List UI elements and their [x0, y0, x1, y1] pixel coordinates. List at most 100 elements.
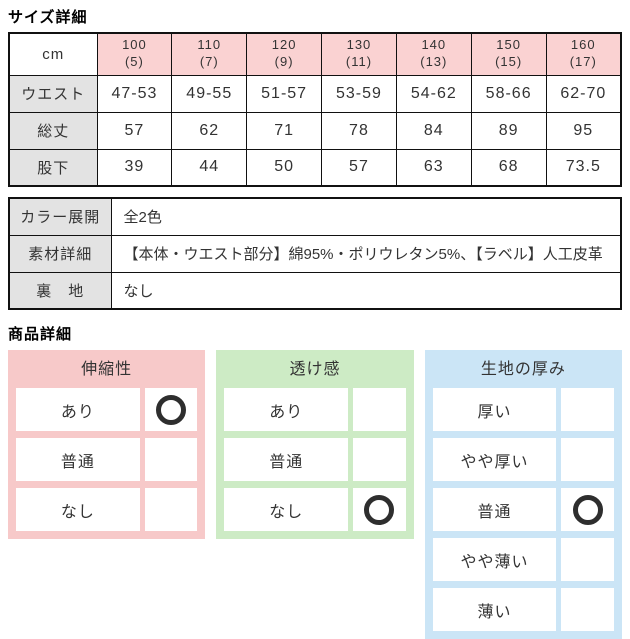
size-col-sub: (7) — [199, 54, 219, 70]
size-cell: 54-62 — [395, 74, 472, 113]
size-col-sub: (11) — [345, 54, 373, 70]
size-col-header: 160 (17) — [545, 32, 622, 76]
mini-table-thickness: 生地の厚み 厚い やや厚い 普通 やや薄い 薄い — [424, 350, 622, 639]
size-col-sub: (17) — [569, 54, 597, 70]
mini-row-value — [144, 438, 198, 481]
detail-row-value: 全2色 — [110, 197, 622, 236]
size-table-row: ウエスト 47-53 49-55 51-57 53-59 54-62 58-66 62-70 — [8, 74, 622, 113]
mini-table-stretch: 伸縮性あり普通なし — [8, 350, 206, 539]
mini-row-value — [561, 588, 614, 631]
size-cell: 47-53 — [96, 74, 173, 113]
size-table-header-row: cm 100 (5) 110 (7) 120 (9) 130 (11) 140 (13) 150 (15… — [8, 32, 622, 76]
mini-table-row: やや薄い — [432, 538, 614, 581]
size-cell: 53-59 — [321, 74, 397, 113]
mini-row-label: なし — [16, 488, 140, 531]
mini-row-value — [561, 488, 614, 531]
size-table-row: 総丈 57 62 71 78 84 89 95 — [8, 111, 622, 150]
size-cell: 68 — [470, 148, 547, 187]
mini-row-label: やや厚い — [432, 438, 557, 481]
detail-table-row: カラー展開 全2色 — [8, 197, 622, 236]
size-row-label: 股下 — [8, 148, 98, 187]
mini-table-row: なし — [224, 488, 406, 531]
size-table-row: 股下 39 44 50 57 63 68 73.5 — [8, 148, 622, 187]
product-attribute-tables: 伸縮性 あり 普通 なし 透け感 あり 普通 なし 生地の厚み 厚い やや厚い 普通 やや薄い 薄い — [8, 350, 622, 639]
mini-row-label: 厚い — [432, 388, 557, 431]
size-cell: 49-55 — [171, 74, 248, 113]
size-col-number: 110 — [197, 37, 222, 53]
detail-row-label: カラー展開 — [8, 197, 112, 236]
size-cell: 57 — [321, 148, 397, 187]
mini-table-row: やや厚い — [432, 438, 614, 481]
size-cell: 51-57 — [246, 74, 323, 113]
mini-row-label: やや薄い — [432, 538, 557, 581]
detail-table-row: 素材詳細 【本体・ウエスト部分】綿95%・ポリウレタン5%、【ラベル】人工皮革 — [8, 234, 622, 273]
mini-table-row: あり — [224, 388, 406, 431]
mini-row-value — [353, 388, 406, 431]
size-cell: 84 — [395, 111, 472, 150]
size-cell: 50 — [246, 148, 323, 187]
size-col-header: 110 (7) — [171, 32, 248, 76]
detail-row-label: 素材詳細 — [8, 234, 112, 273]
mini-row-label: あり — [224, 388, 349, 431]
size-col-header: 140 (13) — [395, 32, 472, 76]
detail-row-value: 【本体・ウエスト部分】綿95%・ポリウレタン5%、【ラベル】人工皮革 — [110, 234, 622, 273]
size-cell: 71 — [246, 111, 323, 150]
mini-row-value — [561, 538, 614, 581]
size-col-number: 120 — [271, 37, 297, 53]
size-cell: 89 — [470, 111, 547, 150]
size-cell: 63 — [395, 148, 472, 187]
mini-row-label: あり — [16, 388, 140, 431]
mini-row-label: 薄い — [432, 588, 557, 631]
selected-circle-mark — [364, 494, 395, 525]
mini-row-label: 普通 — [432, 488, 557, 531]
size-col-sub: (5) — [124, 54, 144, 70]
size-col-number: 160 — [570, 37, 596, 53]
mini-row-value — [561, 388, 614, 431]
size-cell: 95 — [545, 111, 622, 150]
mini-row-value — [353, 488, 406, 531]
size-cell: 62-70 — [545, 74, 622, 113]
mini-row-value — [353, 438, 406, 481]
size-row-label: ウエスト — [8, 74, 98, 113]
detail-row-label: 裏 地 — [8, 271, 112, 310]
size-cell: 44 — [171, 148, 248, 187]
mini-table-row: 厚い — [432, 388, 614, 431]
size-unit-cell: cm — [8, 32, 98, 76]
size-col-header: 130 (11) — [321, 32, 397, 76]
mini-row-label: なし — [224, 488, 349, 531]
size-cell: 78 — [321, 111, 397, 150]
detail-row-value: なし — [110, 271, 622, 310]
detail-table: カラー展開 全2色 素材詳細 【本体・ウエスト部分】綿95%・ポリウレタン5%、【ラベ… — [8, 197, 622, 310]
product-section-title: 商品詳細 — [8, 326, 73, 343]
size-col-sub: (15) — [495, 54, 523, 70]
size-col-number: 130 — [346, 37, 372, 53]
size-col-header: 120 (9) — [246, 32, 323, 76]
size-col-header: 150 (15) — [470, 32, 547, 76]
mini-table-sheerness: 透け感あり普通なし — [216, 350, 414, 539]
size-section-title: サイズ詳細 — [8, 9, 88, 26]
mini-row-value — [561, 438, 614, 481]
mini-row-label: 普通 — [16, 438, 140, 481]
mini-table-row: 普通 — [432, 488, 614, 531]
size-cell: 57 — [96, 111, 173, 150]
mini-table-title: 伸縮性 — [81, 361, 133, 378]
size-col-number: 140 — [421, 37, 447, 53]
mini-table-title: 透け感 — [289, 361, 341, 378]
size-col-header: 100 (5) — [96, 32, 173, 76]
size-cell: 73.5 — [545, 148, 622, 187]
mini-table-row: なし — [16, 488, 198, 531]
size-col-sub: (13) — [420, 54, 448, 70]
size-col-sub: (9) — [274, 54, 294, 70]
mini-row-label: 普通 — [224, 438, 349, 481]
mini-row-value — [144, 388, 198, 431]
mini-table-row: 薄い — [432, 588, 614, 631]
selected-circle-mark — [156, 394, 187, 425]
detail-table-row: 裏 地なし — [8, 271, 622, 310]
mini-row-value — [144, 488, 198, 531]
size-row-label: 総丈 — [8, 111, 98, 150]
mini-table-row: あり — [16, 388, 198, 431]
mini-table-row: 普通 — [224, 438, 406, 481]
size-col-number: 150 — [496, 37, 521, 53]
selected-circle-mark — [572, 494, 603, 525]
